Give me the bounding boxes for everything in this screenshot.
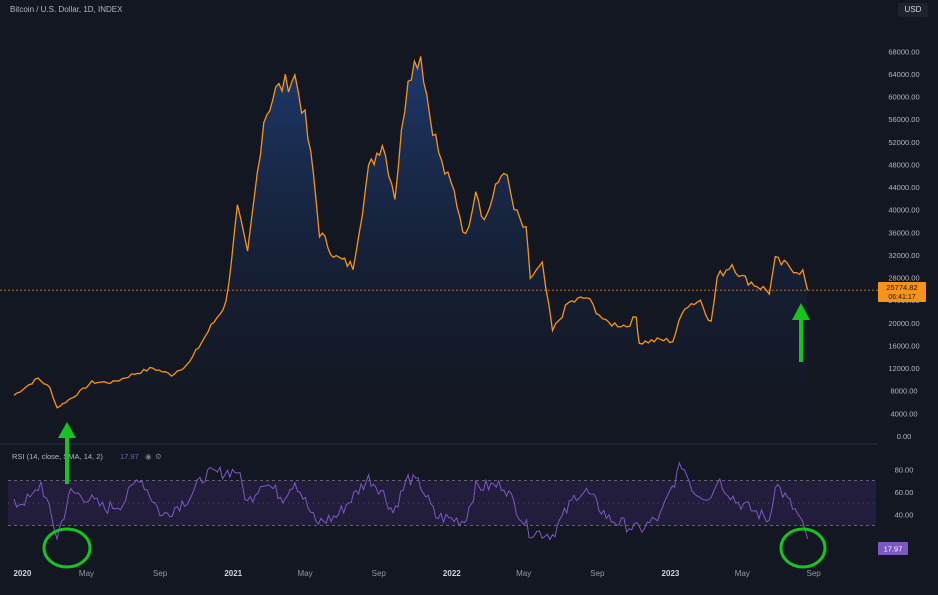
price-axis-tick: 20000.00: [888, 319, 919, 328]
eye-icon[interactable]: ◉: [145, 452, 152, 461]
price-axis-tick: 36000.00: [888, 228, 919, 237]
price-axis-tick: 44000.00: [888, 183, 919, 192]
chart-title: Bitcoin / U.S. Dollar, 1D, INDEX: [10, 5, 123, 14]
annotation-circle-left: [42, 527, 92, 569]
rsi-header: RSI (14, close, SMA, 14, 2) 17.97 ◉ ⚙: [12, 452, 162, 461]
price-tag-value: 25774.82: [886, 283, 917, 292]
time-axis-tick: May: [516, 569, 531, 578]
annotation-circle-right: [779, 527, 827, 569]
price-axis-tick: 68000.00: [888, 47, 919, 56]
time-axis-tick: Sep: [590, 569, 605, 578]
time-axis-tick: 2021: [224, 569, 242, 578]
time-axis-tick: Sep: [372, 569, 387, 578]
rsi-header-label: RSI (14, close, SMA, 14, 2): [12, 452, 103, 461]
price-axis-tick: 4000.00: [890, 409, 917, 418]
time-axis-tick: May: [298, 569, 313, 578]
price-axis-tick: 28000.00: [888, 274, 919, 283]
time-axis-tick: 2023: [662, 569, 680, 578]
price-axis-tick: 52000.00: [888, 138, 919, 147]
price-axis-tick: 48000.00: [888, 160, 919, 169]
rsi-axis-tick: 40.00: [895, 510, 914, 519]
price-axis-tick: 8000.00: [890, 387, 917, 396]
rsi-axis-tick: 80.00: [895, 465, 914, 474]
rsi-axis-tick: 60.00: [895, 488, 914, 497]
rsi-line: [13, 461, 809, 541]
settings-icon[interactable]: ⚙: [155, 452, 162, 461]
time-axis-tick: 2020: [13, 569, 31, 578]
price-axis-tick: 32000.00: [888, 251, 919, 260]
price-tag: 25774.82 06:41:17: [878, 282, 926, 302]
time-axis-tick: May: [735, 569, 750, 578]
price-axis-tick: 0.00: [897, 432, 912, 441]
price-axis-tick: 64000.00: [888, 70, 919, 79]
time-axis-tick: May: [79, 569, 94, 578]
rsi-header-value: 17.97: [120, 452, 139, 461]
rsi-tag: 17.97: [878, 542, 908, 555]
annotation-arrow-right: [792, 303, 810, 362]
price-axis-tick: 40000.00: [888, 206, 919, 215]
time-axis-tick: Sep: [806, 569, 821, 578]
price-axis-tick: 12000.00: [888, 364, 919, 373]
rsi-tag-value: 17.97: [884, 545, 903, 554]
currency-button[interactable]: USD: [898, 3, 928, 17]
time-axis-tick: Sep: [153, 569, 168, 578]
time-axis-tick: 2022: [443, 569, 461, 578]
price-line: [13, 56, 809, 409]
price-axis-tick: 60000.00: [888, 93, 919, 102]
price-tag-countdown: 06:41:17: [888, 294, 915, 301]
price-axis-tick: 16000.00: [888, 341, 919, 350]
annotation-arrow-left: [58, 422, 76, 484]
price-axis-tick: 56000.00: [888, 115, 919, 124]
price-area: [14, 56, 808, 437]
